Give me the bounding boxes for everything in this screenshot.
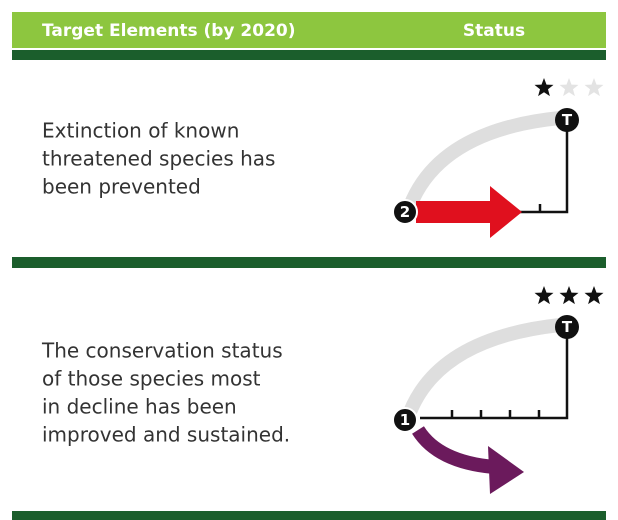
header-bar [12,12,606,48]
start-marker [392,199,418,225]
star-empty [559,78,579,97]
arc [403,111,561,209]
trajectory [403,318,569,494]
header-rule [12,50,606,60]
header-status: Status [463,21,525,41]
red-arrow [416,186,522,238]
purple-arrowhead [488,446,524,494]
target-marker [555,315,579,339]
row-separator [12,257,606,268]
target-marker [555,108,579,132]
axis [420,335,569,420]
description-line: threatened species has [42,147,275,171]
description-line: been prevented [42,175,201,199]
star-filled [534,286,554,305]
start-marker [392,407,418,433]
star-filled [534,78,554,97]
row-separator [12,511,606,520]
description-line: in decline has been [42,395,237,419]
description-line: of those species most [42,367,261,391]
arc [403,318,561,415]
description-line: The conservation status [41,339,283,363]
start-label: 2 [400,203,410,221]
target-label: T [562,111,573,129]
start-label: 1 [400,411,410,429]
header-title: Target Elements (by 2020) [42,21,296,41]
description-line: improved and sustained. [42,423,290,447]
trajectory [403,111,569,238]
purple-arrow [412,426,495,474]
star-filled [584,286,604,305]
description-line: Extinction of known [42,119,239,143]
star-filled [559,286,579,305]
star-empty [584,78,604,97]
target-label: T [562,318,573,336]
